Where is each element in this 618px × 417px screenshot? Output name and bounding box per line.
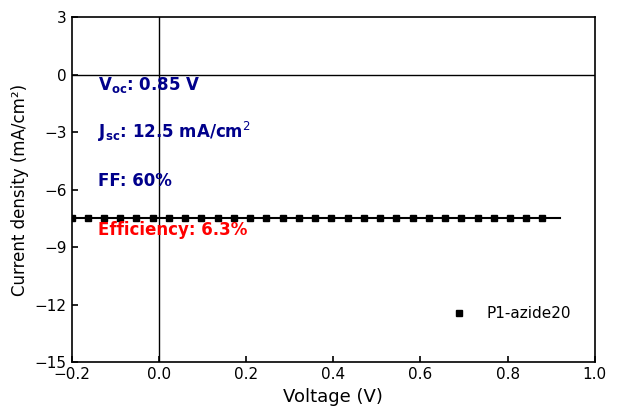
P1-azide20 [328, 216, 335, 221]
P1-azide20 [457, 216, 465, 221]
P1-azide20 [311, 216, 319, 221]
P1-azide20 [523, 216, 530, 221]
P1-azide20 [392, 216, 400, 221]
P1-azide20 [68, 216, 75, 221]
Text: Efficiency: 6.3%: Efficiency: 6.3% [98, 221, 247, 239]
Text: FF: 60%: FF: 60% [98, 172, 172, 190]
P1-azide20 [100, 216, 108, 221]
P1-azide20 [506, 216, 514, 221]
P1-azide20 [165, 216, 172, 221]
P1-azide20 [263, 216, 270, 221]
P1-azide20 [117, 216, 124, 221]
Y-axis label: Current density (mA/cm²): Current density (mA/cm²) [11, 84, 29, 296]
P1-azide20 [231, 216, 238, 221]
Text: $\mathbf{J_{sc}}$: 12.5 mA/cm$^2$: $\mathbf{J_{sc}}$: 12.5 mA/cm$^2$ [98, 120, 250, 144]
P1-azide20 [539, 216, 546, 221]
P1-azide20 [409, 216, 417, 221]
Text: $\mathbf{V_{oc}}$: 0.85 V: $\mathbf{V_{oc}}$: 0.85 V [98, 75, 200, 95]
P1-azide20 [84, 216, 91, 221]
P1-azide20 [441, 216, 449, 221]
P1-azide20 [490, 216, 497, 221]
P1-azide20 [425, 216, 433, 221]
P1-azide20 [133, 216, 140, 221]
Line: P1-azide20: P1-azide20 [68, 215, 546, 221]
P1-azide20 [149, 216, 156, 221]
P1-azide20 [474, 216, 481, 221]
P1-azide20 [214, 216, 221, 221]
P1-azide20 [182, 216, 189, 221]
Legend: P1-azide20: P1-azide20 [437, 300, 577, 327]
P1-azide20 [295, 216, 303, 221]
P1-azide20 [247, 216, 254, 221]
P1-azide20 [376, 216, 384, 221]
P1-azide20 [198, 216, 205, 221]
P1-azide20 [344, 216, 351, 221]
X-axis label: Voltage (V): Voltage (V) [283, 388, 383, 406]
P1-azide20 [279, 216, 286, 221]
P1-azide20 [360, 216, 368, 221]
